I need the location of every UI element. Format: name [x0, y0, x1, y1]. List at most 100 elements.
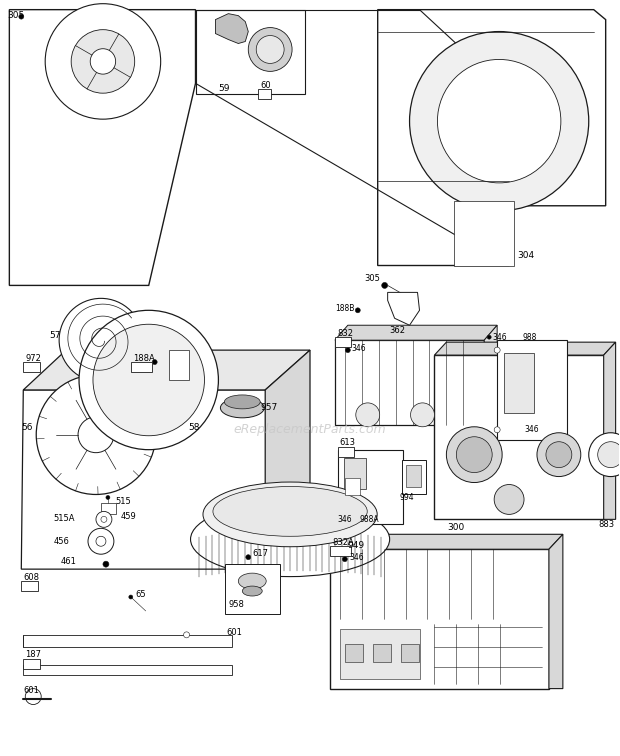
Circle shape: [494, 347, 500, 353]
Ellipse shape: [238, 573, 266, 589]
Text: 57: 57: [49, 330, 61, 339]
Circle shape: [410, 403, 435, 427]
Text: 515: 515: [116, 497, 131, 506]
Circle shape: [356, 403, 379, 427]
Bar: [345, 644, 363, 662]
Bar: [373, 644, 391, 662]
Text: 601: 601: [24, 686, 39, 695]
Text: 300: 300: [448, 523, 464, 531]
Circle shape: [589, 432, 620, 476]
Circle shape: [410, 32, 589, 211]
Polygon shape: [388, 293, 420, 325]
Text: 994: 994: [400, 493, 414, 502]
Bar: [338, 450, 402, 525]
Circle shape: [36, 375, 156, 494]
Text: 456: 456: [53, 537, 69, 546]
Text: 461: 461: [61, 556, 77, 565]
Bar: [131, 362, 151, 372]
Text: 601: 601: [226, 628, 242, 637]
Circle shape: [79, 310, 218, 450]
Bar: [195, 10, 305, 94]
Circle shape: [71, 29, 135, 93]
Text: 60: 60: [260, 81, 271, 90]
Bar: [335, 337, 352, 347]
Circle shape: [487, 335, 491, 339]
Bar: [169, 350, 188, 380]
Polygon shape: [604, 342, 616, 519]
Circle shape: [45, 4, 161, 119]
Bar: [226, 564, 280, 614]
Circle shape: [598, 442, 620, 468]
Text: 188A: 188A: [133, 354, 154, 363]
Bar: [24, 658, 40, 669]
Circle shape: [494, 485, 524, 514]
Ellipse shape: [213, 487, 367, 536]
Circle shape: [93, 324, 205, 435]
Bar: [454, 201, 514, 265]
Bar: [405, 465, 422, 487]
Bar: [21, 581, 38, 591]
Circle shape: [78, 417, 114, 453]
Text: 832: 832: [337, 329, 353, 338]
Polygon shape: [484, 325, 497, 425]
Text: 304: 304: [517, 251, 534, 260]
Text: 988: 988: [522, 333, 536, 342]
Ellipse shape: [203, 482, 377, 547]
Circle shape: [19, 14, 24, 19]
Circle shape: [537, 432, 581, 476]
Polygon shape: [265, 350, 310, 529]
Text: 346: 346: [352, 344, 366, 352]
Circle shape: [91, 48, 116, 74]
Text: 305: 305: [7, 11, 25, 20]
Circle shape: [438, 60, 561, 183]
Circle shape: [546, 442, 572, 468]
Bar: [335, 340, 484, 425]
Text: 617: 617: [252, 549, 268, 558]
Circle shape: [88, 528, 114, 554]
Polygon shape: [378, 10, 606, 265]
Bar: [340, 629, 420, 679]
Circle shape: [382, 283, 388, 288]
Polygon shape: [101, 503, 116, 514]
Circle shape: [106, 495, 110, 500]
Polygon shape: [330, 534, 563, 549]
Circle shape: [248, 27, 292, 71]
Circle shape: [446, 427, 502, 482]
Text: 988A: 988A: [360, 515, 379, 524]
Circle shape: [153, 360, 157, 364]
Text: 346: 346: [338, 515, 353, 524]
Circle shape: [345, 348, 350, 352]
Text: 187: 187: [25, 650, 42, 659]
Bar: [435, 355, 604, 519]
Text: 608: 608: [24, 572, 39, 581]
Text: 832A: 832A: [332, 538, 353, 547]
Bar: [504, 353, 534, 413]
Text: 949: 949: [348, 541, 365, 550]
Text: 65: 65: [136, 590, 146, 599]
Text: 958: 958: [228, 600, 244, 609]
Text: 515A: 515A: [53, 514, 74, 523]
Polygon shape: [24, 350, 310, 390]
Text: 305: 305: [365, 274, 381, 283]
Circle shape: [101, 516, 107, 522]
Circle shape: [59, 299, 143, 382]
Bar: [330, 547, 351, 556]
Polygon shape: [549, 534, 563, 689]
Circle shape: [129, 595, 133, 599]
Text: 613: 613: [340, 438, 356, 448]
Polygon shape: [335, 325, 497, 340]
Text: 957: 957: [260, 404, 278, 412]
Bar: [345, 478, 360, 495]
Text: 972: 972: [25, 354, 41, 363]
Circle shape: [246, 555, 250, 559]
Circle shape: [184, 632, 190, 638]
Bar: [497, 340, 567, 440]
Bar: [259, 89, 270, 99]
Circle shape: [456, 437, 492, 472]
Text: 346: 346: [492, 333, 507, 342]
Polygon shape: [9, 10, 195, 286]
Text: 346: 346: [524, 426, 539, 434]
Ellipse shape: [242, 586, 262, 596]
Bar: [344, 457, 366, 489]
Ellipse shape: [220, 398, 264, 418]
